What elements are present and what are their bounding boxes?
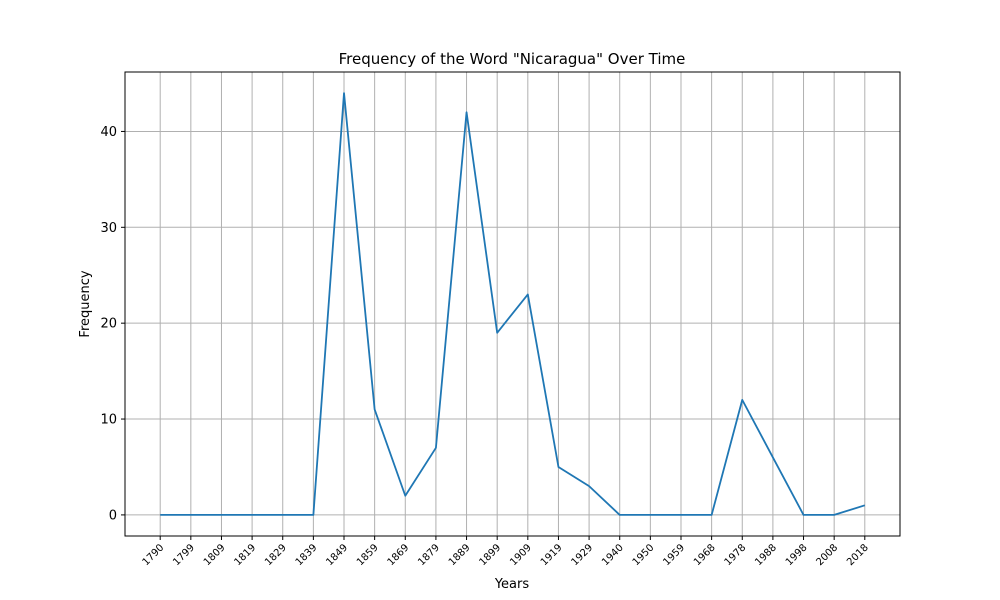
- data-point: [219, 513, 223, 517]
- x-tick-label: 1978: [723, 542, 749, 568]
- y-tick-label: 20: [100, 317, 117, 332]
- x-tick-label: 2008: [815, 542, 841, 568]
- data-point: [587, 484, 591, 488]
- x-tick-label: 1899: [478, 542, 504, 568]
- x-tick-label: 1968: [692, 542, 718, 568]
- series-layer: [158, 91, 867, 517]
- data-point: [863, 503, 867, 507]
- data-point: [373, 407, 377, 411]
- data-point: [281, 513, 285, 517]
- x-tick-label: 1799: [171, 542, 197, 568]
- x-tick-label: 1998: [784, 542, 810, 568]
- x-tick-label: 1940: [600, 542, 626, 568]
- data-point: [740, 398, 744, 402]
- x-tick-label: 1819: [232, 542, 258, 568]
- data-point: [832, 513, 836, 517]
- grid-layer: [125, 72, 900, 536]
- x-tick-label: 1809: [202, 542, 228, 568]
- x-tick-label: 1849: [324, 542, 350, 568]
- x-tick-label: 1889: [447, 542, 473, 568]
- x-tick-label: 1879: [416, 542, 442, 568]
- x-tick-label: 1839: [294, 542, 320, 568]
- data-point: [802, 513, 806, 517]
- data-point: [556, 465, 560, 469]
- data-point: [311, 513, 315, 517]
- data-point: [526, 292, 530, 296]
- x-tick-label: 1959: [661, 542, 687, 568]
- x-tick-label: 1988: [753, 542, 779, 568]
- x-tick-label: 1869: [386, 542, 412, 568]
- x-tick-label: 1929: [569, 542, 595, 568]
- data-point: [403, 494, 407, 498]
- chart-title: Frequency of the Word "Nicaragua" Over T…: [339, 50, 686, 68]
- y-tick-label: 0: [109, 508, 117, 523]
- x-tick-label: 1919: [539, 542, 565, 568]
- data-point: [771, 455, 775, 459]
- x-axis-label: Years: [494, 577, 530, 592]
- y-axis-label: Frequency: [78, 270, 93, 337]
- ticks-layer: 1790 1799 1809 1819 1829 1839 1849 1859 1869 1879…: [100, 125, 870, 568]
- x-tick-label: 1829: [263, 542, 289, 568]
- plot-frame: [124, 71, 901, 537]
- x-tick-label: 2018: [845, 542, 871, 568]
- data-point: [679, 513, 683, 517]
- y-tick-label: 40: [100, 125, 117, 140]
- data-point: [618, 513, 622, 517]
- y-tick-label: 10: [100, 413, 117, 428]
- series-line: [160, 92, 866, 516]
- x-tick-label: 1909: [508, 542, 534, 568]
- data-point: [648, 513, 652, 517]
- y-tick-label: 30: [100, 221, 117, 236]
- x-tick-label: 1859: [355, 542, 381, 568]
- x-tick-label: 1950: [631, 542, 657, 568]
- data-point: [158, 513, 162, 517]
- data-point: [250, 513, 254, 517]
- data-point: [495, 331, 499, 335]
- data-point: [189, 513, 193, 517]
- x-tick-label: 1790: [141, 542, 167, 568]
- data-point: [710, 513, 714, 517]
- data-point: [342, 91, 346, 95]
- data-point: [465, 110, 469, 114]
- data-point: [434, 446, 438, 450]
